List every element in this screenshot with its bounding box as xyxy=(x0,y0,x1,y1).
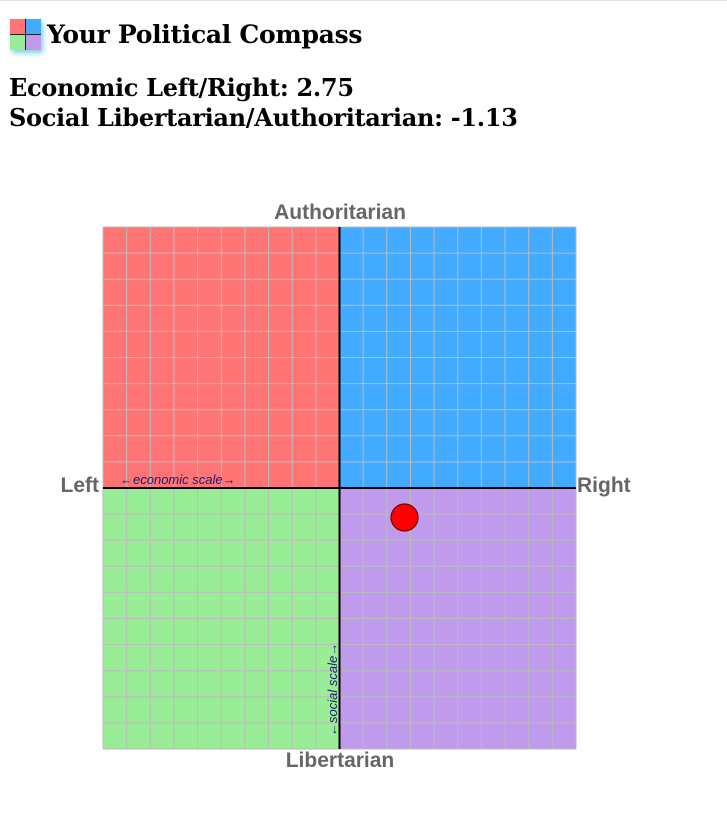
social-scale-label: ←social scale→ xyxy=(325,643,340,736)
scores: Economic Left/Right: 2.75 Social Liberta… xyxy=(9,73,518,133)
label-left: Left xyxy=(61,474,100,497)
economic-scale-label: ←economic scale→ xyxy=(120,472,236,487)
label-authoritarian: Authoritarian xyxy=(274,201,406,224)
compass-quadrant-icon xyxy=(10,19,41,50)
social-score: Social Libertarian/Authoritarian: -1.13 xyxy=(9,103,518,132)
label-right: Right xyxy=(577,474,631,497)
page-title: Your Political Compass xyxy=(47,20,363,49)
header: Your Political Compass xyxy=(10,19,362,50)
economic-score: Economic Left/Right: 2.75 xyxy=(9,73,354,102)
label-libertarian: Libertarian xyxy=(286,749,395,772)
result-point xyxy=(390,503,419,532)
